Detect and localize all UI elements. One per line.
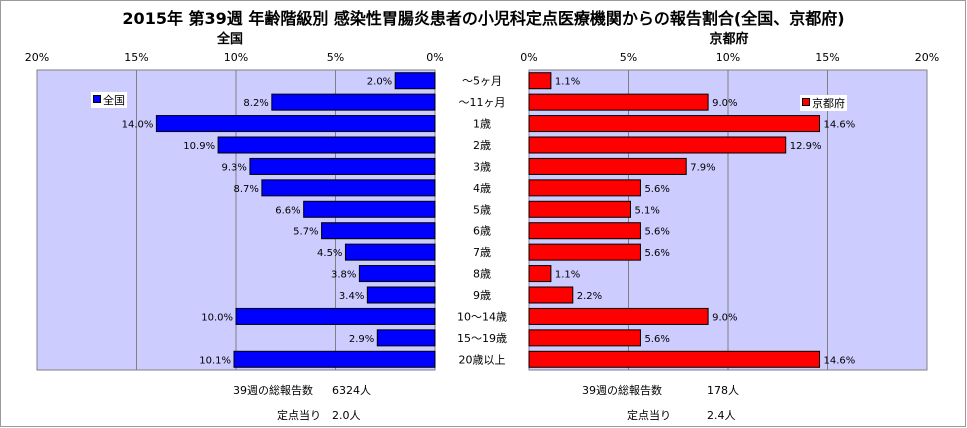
zenkoku-data-label: 5.7% [293, 227, 318, 238]
kyoto-bar [528, 115, 821, 133]
kyoto-bar [528, 350, 821, 368]
zenkoku-bar [366, 286, 436, 304]
zenkoku-panel-title: 全国 [216, 32, 243, 47]
zenkoku-total-label: 39週の総報告数 [233, 384, 313, 397]
zenkoku-tick-label: 15% [124, 51, 148, 64]
category-label: 8歳 [473, 268, 491, 281]
zenkoku-bar [249, 157, 436, 175]
zenkoku-bar [233, 350, 436, 368]
category-label: 9歳 [473, 289, 491, 302]
zenkoku-tick-label: 10% [224, 51, 248, 64]
kyoto-data-label: 9.0% [712, 312, 737, 323]
zenkoku-bar [303, 200, 436, 218]
kyoto-bar [528, 72, 552, 90]
category-label: 1歳 [473, 118, 491, 131]
zenkoku-data-label: 3.4% [339, 291, 364, 302]
zenkoku-bar [155, 115, 436, 133]
category-label: 6歳 [473, 225, 491, 238]
zenkoku-bar [321, 222, 436, 240]
kyoto-tick-label: 10% [716, 51, 740, 64]
zenkoku-data-label: 2.0% [367, 77, 392, 88]
zenkoku-data-label: 14.0% [122, 120, 154, 131]
kyoto-bar [528, 265, 552, 283]
zenkoku-bar [394, 72, 436, 90]
kyoto-data-label: 14.6% [824, 355, 856, 366]
zenkoku-total-value: 6324人 [332, 384, 371, 397]
kyoto-data-label: 2.2% [577, 291, 602, 302]
kyoto-data-label: 5.1% [634, 205, 659, 216]
kyoto-bar [528, 222, 641, 240]
zenkoku-legend: 全国 [91, 92, 127, 108]
category-label: 20歳以上 [459, 353, 506, 366]
kyoto-data-label: 14.6% [824, 120, 856, 131]
kyoto-data-label: 5.6% [644, 248, 669, 259]
category-label: 15～19歳 [457, 332, 507, 345]
zenkoku-bar [261, 179, 436, 197]
zenkoku-data-label: 8.2% [243, 98, 268, 109]
zenkoku-legend-swatch [93, 95, 101, 103]
zenkoku-bar [235, 307, 436, 325]
kyoto-per-value: 2.4人 [707, 409, 736, 422]
kyoto-bar [528, 200, 631, 218]
kyoto-data-label: 5.6% [644, 184, 669, 195]
kyoto-panel-title: 京都府 [709, 32, 749, 47]
kyoto-legend-label: 京都府 [812, 97, 845, 110]
zenkoku-data-label: 6.6% [275, 205, 300, 216]
category-label: 3歳 [473, 160, 491, 173]
zenkoku-per-label: 定点当り [277, 409, 321, 422]
kyoto-bar [528, 286, 574, 304]
kyoto-total-label: 39週の総報告数 [582, 384, 662, 397]
category-label: 4歳 [473, 182, 491, 195]
kyoto-data-label: 9.0% [712, 98, 737, 109]
category-label: 7歳 [473, 246, 491, 259]
zenkoku-bar [217, 136, 436, 154]
kyoto-bar [528, 93, 709, 111]
kyoto-bar [528, 307, 709, 325]
kyoto-bar [528, 329, 641, 347]
zenkoku-data-label: 10.9% [183, 141, 215, 152]
zenkoku-data-label: 10.1% [199, 355, 231, 366]
kyoto-data-label: 5.6% [644, 227, 669, 238]
zenkoku-tick-label: 5% [327, 51, 344, 64]
zenkoku-data-label: 9.3% [222, 162, 247, 173]
zenkoku-tick-label: 20% [25, 51, 49, 64]
kyoto-data-label: 12.9% [790, 141, 822, 152]
kyoto-data-label: 1.1% [555, 270, 580, 281]
kyoto-bar [528, 157, 687, 175]
zenkoku-tick-label: 0% [426, 51, 443, 64]
zenkoku-data-label: 3.8% [331, 270, 356, 281]
zenkoku-bar [344, 243, 436, 261]
category-label: 10～14歳 [457, 310, 507, 323]
kyoto-tick-label: 0% [520, 51, 537, 64]
category-label: 2歳 [473, 139, 491, 152]
zenkoku-data-label: 2.9% [349, 334, 374, 345]
kyoto-legend: 京都府 [800, 95, 847, 111]
kyoto-bar [528, 136, 787, 154]
zenkoku-data-label: 8.7% [233, 184, 258, 195]
zenkoku-per-value: 2.0人 [332, 409, 361, 422]
zenkoku-bar [376, 329, 436, 347]
kyoto-data-label: 7.9% [690, 162, 715, 173]
category-label: ～5ヶ月 [462, 75, 502, 88]
kyoto-tick-label: 20% [915, 51, 939, 64]
kyoto-data-label: 1.1% [555, 77, 580, 88]
kyoto-legend-swatch [802, 98, 810, 106]
kyoto-data-label: 5.6% [644, 334, 669, 345]
zenkoku-data-label: 4.5% [317, 248, 342, 259]
zenkoku-data-label: 10.0% [201, 312, 233, 323]
kyoto-bar [528, 243, 641, 261]
category-label: 5歳 [473, 203, 491, 216]
kyoto-per-label: 定点当り [627, 409, 671, 422]
zenkoku-legend-label: 全国 [103, 94, 125, 107]
chart-title: 2015年 第39週 年齢階級別 感染性胃腸炎患者の小児科定点医療機関からの報告… [122, 9, 845, 28]
kyoto-tick-label: 15% [815, 51, 839, 64]
category-label: ～11ヶ月 [459, 96, 506, 109]
kyoto-bar [528, 179, 641, 197]
kyoto-total-value: 178人 [707, 384, 739, 397]
zenkoku-bar [358, 265, 436, 283]
kyoto-tick-label: 5% [620, 51, 637, 64]
zenkoku-bar [271, 93, 436, 111]
